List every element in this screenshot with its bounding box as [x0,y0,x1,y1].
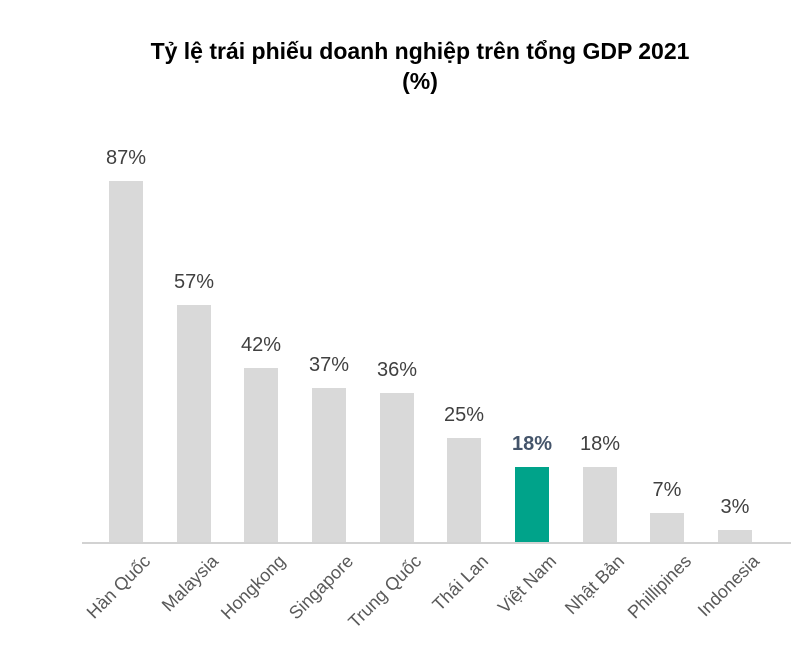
x-axis-line [82,542,791,544]
bar-value-label: 37% [308,354,350,376]
bar-value-label: 7% [652,479,682,501]
bar [312,388,346,542]
chart-title-line1: Tỷ lệ trái phiếu doanh nghiệp trên tổng … [150,38,690,64]
bar-highlighted [515,467,549,542]
bar [447,438,481,542]
bar [650,513,684,542]
bar-value-label: 57% [173,271,215,293]
bar [380,393,414,542]
bar [109,181,143,542]
bar-value-label: 87% [105,147,147,169]
bar-value-label: 18% [579,433,621,455]
bar-value-label: 36% [376,359,418,381]
bar-value-label: 25% [443,404,485,426]
chart-title-line2: (%) [402,68,438,94]
bar [583,467,617,542]
bar-value-label: 42% [240,334,282,356]
bar-value-label: 18% [511,433,553,455]
bar [718,530,752,542]
chart-title: Tỷ lệ trái phiếu doanh nghiệp trên tổng … [40,36,800,96]
bar [244,368,278,542]
bar [177,305,211,542]
bar-value-label: 3% [720,496,750,518]
